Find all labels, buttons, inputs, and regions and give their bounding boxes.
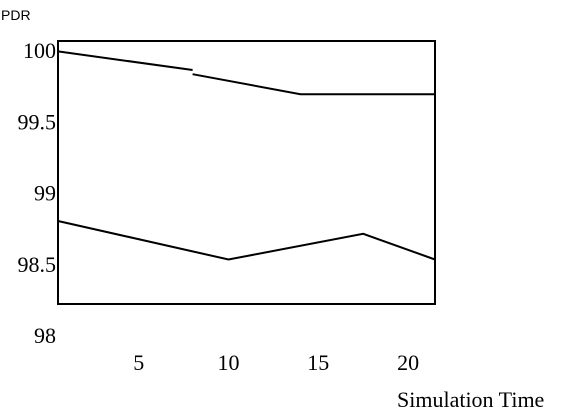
series-1-segment-2: [192, 73, 435, 96]
y-tick-labels: 100 99.5 99 98.5 98: [18, 38, 57, 348]
y-tick-label: 100: [23, 38, 56, 63]
series-layer: [57, 50, 436, 261]
y-tick-label: 99.5: [18, 109, 57, 134]
y-axis-title: PDR: [1, 7, 31, 23]
x-tick-label: 5: [133, 350, 144, 375]
y-tick-label: 98: [34, 323, 56, 348]
x-axis-title: Simulation Time: [397, 387, 544, 412]
x-tick-label: 20: [397, 350, 419, 375]
x-tick-label: 10: [218, 350, 240, 375]
series-2-segment-1: [57, 220, 436, 261]
x-tick-label: 15: [307, 350, 329, 375]
y-tick-label: 99: [34, 181, 56, 206]
y-tick-label: 98.5: [18, 252, 57, 277]
plot-frame: [57, 40, 436, 305]
x-tick-labels: 5 10 15 20: [133, 350, 419, 375]
series-1-segment-1: [57, 50, 193, 71]
